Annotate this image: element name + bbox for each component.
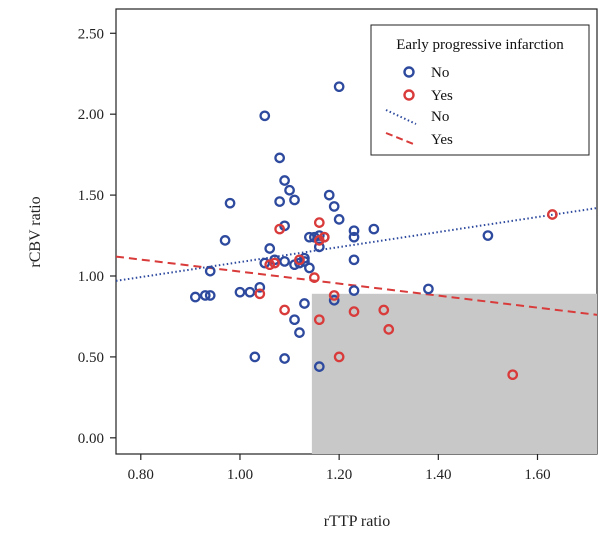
point-no — [254, 281, 266, 293]
point-yes — [313, 314, 325, 326]
legend-title: Early progressive infarction — [396, 37, 564, 53]
point-yes — [313, 217, 325, 228]
x-tick-label: 0.80 — [128, 467, 154, 483]
x-tick-label: 1.40 — [425, 467, 451, 483]
point-no — [294, 327, 305, 338]
point-no — [199, 290, 211, 301]
point-no — [279, 256, 290, 267]
point-yes — [274, 223, 285, 235]
point-no — [299, 252, 310, 264]
legend-yes-marker-icon — [403, 89, 415, 101]
point-no — [348, 231, 360, 243]
point-no — [189, 291, 201, 303]
shaded-region — [311, 293, 597, 454]
y-tick-label: 2.00 — [78, 107, 104, 123]
point-no — [224, 197, 236, 209]
legend-no-line-label: No — [431, 109, 449, 125]
point-yes — [254, 288, 266, 300]
point-no — [279, 175, 290, 186]
point-no — [313, 361, 325, 372]
point-yes — [547, 209, 558, 220]
point-no — [304, 231, 315, 243]
point-no — [333, 81, 345, 93]
point-yes — [318, 231, 330, 243]
x-tick-label: 1.00 — [227, 467, 253, 483]
point-yes — [279, 304, 290, 316]
point-yes — [294, 254, 305, 266]
x-tick-label: 1.60 — [524, 467, 550, 483]
point-no — [204, 265, 216, 277]
legend-no-marker-label: No — [431, 65, 449, 81]
point-no — [313, 230, 325, 241]
point-yes — [264, 259, 276, 271]
point-no — [328, 294, 340, 306]
legend-yes-line-label: Yes — [431, 132, 453, 148]
x-tick-label: 1.20 — [326, 467, 352, 483]
point-no — [219, 235, 231, 246]
point-no — [259, 257, 271, 269]
point-no — [264, 243, 276, 254]
x-axis-label: rTTP ratio — [324, 513, 391, 530]
point-yes — [507, 369, 519, 381]
point-no — [279, 353, 290, 364]
fit-line-yes — [115, 255, 598, 316]
point-no — [423, 283, 434, 295]
point-no — [284, 184, 295, 196]
point-no — [204, 290, 216, 301]
legend-no-line-icon — [385, 109, 417, 125]
point-no — [304, 262, 315, 274]
point-yes — [309, 272, 320, 283]
point-no — [368, 223, 380, 235]
point-no — [348, 225, 360, 237]
point-yes — [333, 351, 345, 363]
point-yes — [328, 290, 340, 301]
point-no — [259, 110, 271, 122]
point-no — [323, 189, 335, 201]
point-no — [289, 194, 300, 206]
y-tick-label: 0.00 — [78, 431, 104, 447]
point-yes — [383, 324, 395, 335]
point-no — [299, 298, 310, 309]
y-axis-label: rCBV ratio — [27, 196, 44, 267]
point-yes — [269, 257, 281, 269]
point-yes — [378, 304, 390, 316]
point-no — [333, 214, 345, 225]
point-no — [274, 196, 285, 207]
y-tick-label: 1.50 — [78, 188, 104, 204]
point-no — [274, 152, 285, 164]
legend-no-marker-icon — [403, 66, 415, 78]
point-no — [328, 201, 340, 212]
point-no — [348, 254, 360, 266]
point-no — [244, 286, 256, 298]
point-no — [249, 351, 261, 363]
legend: Early progressive infarction No Yes No Y… — [370, 24, 590, 156]
point-no — [313, 241, 325, 253]
fit-line-no — [115, 207, 598, 282]
point-no — [234, 286, 246, 298]
point-no — [289, 314, 300, 326]
y-tick-label: 1.00 — [78, 269, 104, 285]
y-tick-label: 2.50 — [78, 26, 104, 42]
y-tick-label: 0.50 — [78, 350, 104, 366]
legend-yes-marker-label: Yes — [431, 88, 453, 104]
legend-yes-line-icon — [385, 132, 417, 146]
point-yes — [348, 306, 360, 317]
point-no — [348, 285, 360, 296]
point-no — [482, 230, 494, 241]
